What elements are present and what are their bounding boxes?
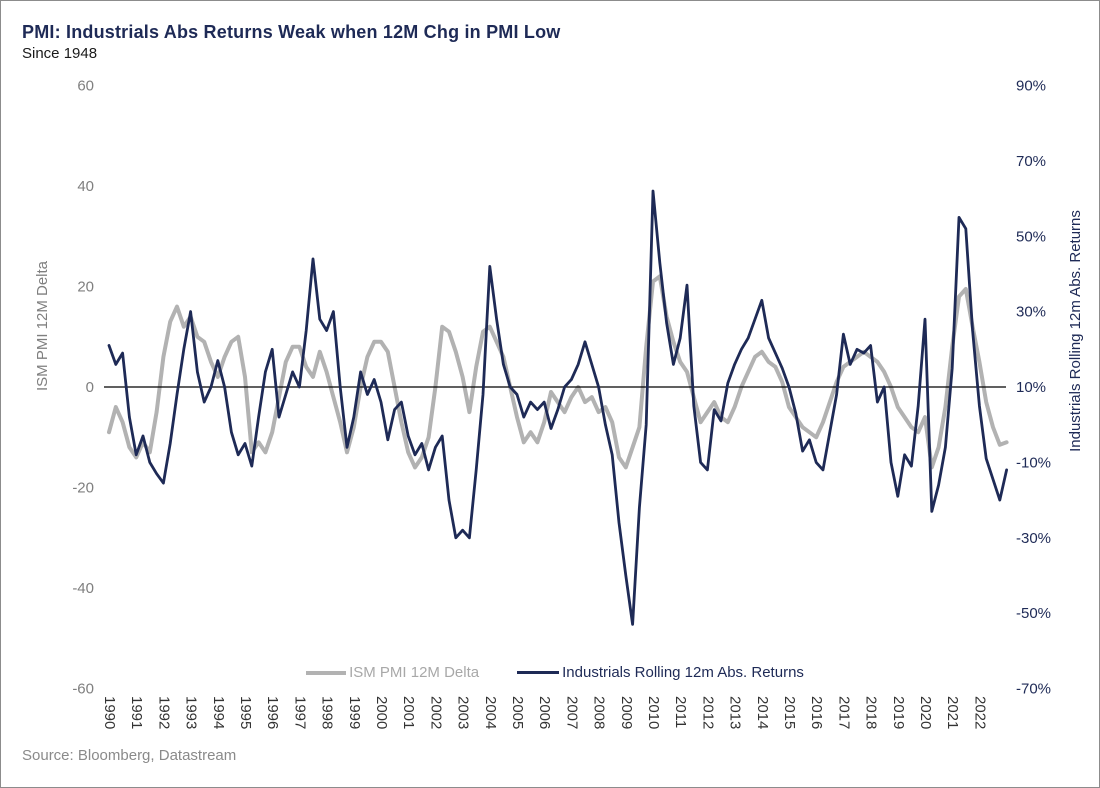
series-pmi-line: [107, 274, 1009, 470]
right-axis-tick: 70%: [1016, 153, 1046, 170]
right-axis-tick: -30%: [1016, 530, 1051, 547]
left-axis-tick: -60: [72, 681, 94, 698]
left-axis-tick: 40: [77, 178, 94, 195]
left-axis-tick: 60: [77, 78, 94, 95]
x-axis-tick: 2014: [754, 696, 771, 729]
chart-title: PMI: Industrials Abs Returns Weak when 1…: [22, 22, 561, 42]
x-axis-tick: 2018: [863, 696, 880, 729]
x-axis-tick: 1996: [264, 696, 281, 729]
x-axis-tick: 2006: [536, 696, 553, 729]
legend-item-industrials: Industrials Rolling 12m Abs. Returns: [517, 664, 804, 681]
x-axis-tick: 1991: [128, 696, 145, 729]
x-axis-tick: 2007: [563, 696, 580, 729]
left-axis-tick: 0: [86, 379, 94, 396]
x-axis-tick: 2005: [509, 696, 526, 729]
x-axis-tick: 1990: [101, 696, 118, 729]
x-axis-tick: 2003: [455, 696, 472, 729]
legend-item-pmi: ISM PMI 12M Delta: [306, 664, 479, 681]
x-axis-tick: 2004: [482, 696, 499, 729]
x-axis-tick: 2016: [808, 696, 825, 729]
x-axis-tick: 2022: [971, 696, 988, 729]
chart-legend: ISM PMI 12M Delta Industrials Rolling 12…: [101, 664, 1009, 681]
x-axis-tick: 1992: [155, 696, 172, 729]
series-industrials-line: [107, 189, 1008, 626]
legend-label-industrials: Industrials Rolling 12m Abs. Returns: [562, 664, 804, 681]
x-axis-tick: 1999: [346, 696, 363, 729]
left-axis-tick: 20: [77, 279, 94, 296]
x-axis-tick: 1997: [291, 696, 308, 729]
x-axis-tick: 1994: [210, 696, 227, 729]
left-axis-tick: -40: [72, 580, 94, 597]
x-axis-tick: 1998: [319, 696, 336, 729]
x-axis-tick: 1995: [237, 696, 254, 729]
axis-ticks-layer: 60 40 20 0 -20 -40 -60 90% 70% 50% 30% 10% -10% -30% -…: [72, 78, 1051, 730]
right-axis-tick: -70%: [1016, 681, 1051, 698]
x-axis-tick: 2009: [618, 696, 635, 729]
right-axis-tick: 30%: [1016, 304, 1046, 321]
x-axis-tick: 2001: [400, 696, 417, 729]
right-axis-tick: -10%: [1016, 454, 1051, 471]
x-axis-tick: 2002: [427, 696, 444, 729]
source-text: Source: Bloomberg, Datastream: [22, 747, 237, 764]
x-axis-tick: 2021: [944, 696, 961, 729]
legend-line-industrials: [517, 671, 560, 674]
x-axis-tick: 2020: [917, 696, 934, 729]
x-axis-tick: 2011: [672, 696, 689, 728]
left-axis-tick: -20: [72, 480, 94, 497]
legend-label-pmi: ISM PMI 12M Delta: [349, 664, 480, 681]
x-axis-tick: 2013: [727, 696, 744, 729]
legend-line-pmi: [306, 670, 347, 675]
right-axis-tick: -50%: [1016, 605, 1051, 622]
x-axis-tick: 2012: [699, 696, 716, 729]
x-axis-tick: 2008: [591, 696, 608, 729]
right-axis-title: Industrials Rolling 12m Abs. Returns: [1067, 210, 1084, 452]
series-layer: [104, 189, 1009, 626]
right-axis-tick: 50%: [1016, 228, 1046, 245]
x-axis-tick: 1993: [183, 696, 200, 729]
x-axis-tick: 2017: [835, 696, 852, 729]
right-axis-tick: 10%: [1016, 379, 1046, 396]
left-axis-title: ISM PMI 12M Delta: [34, 260, 51, 391]
chart-subtitle: Since 1948: [22, 45, 98, 62]
x-axis-tick: 2015: [781, 696, 798, 729]
x-axis-tick: 2019: [890, 696, 907, 729]
right-axis-tick: 90%: [1016, 78, 1046, 95]
x-axis-tick: 2000: [373, 696, 390, 729]
x-axis-tick: 2010: [645, 696, 662, 729]
